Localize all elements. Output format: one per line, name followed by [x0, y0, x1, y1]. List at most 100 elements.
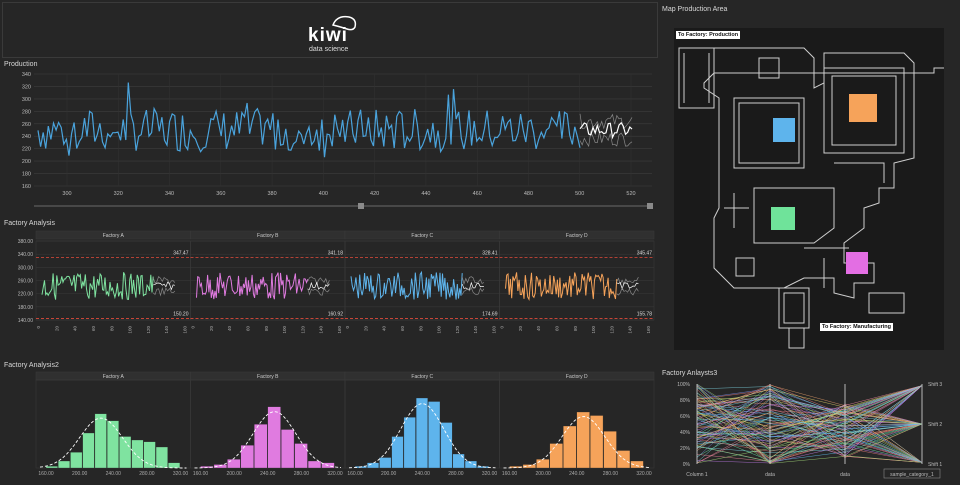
- fa-x-tick: 40: [73, 326, 78, 332]
- fa-x-tick: 100: [128, 326, 133, 334]
- fa2-density-curve: [39, 417, 187, 469]
- fa2-histogram-bar: [428, 401, 441, 469]
- production-y-tick: 320: [22, 84, 31, 90]
- pc-line: [696, 389, 923, 425]
- fa2-histogram-bar: [94, 413, 107, 469]
- production-x-tick: 520: [626, 191, 635, 197]
- fa-upper-label: 341.18: [328, 251, 344, 257]
- fa2-histogram-bar: [227, 459, 241, 469]
- map-lower-rooms: [778, 287, 905, 329]
- fa-x-tick: 140: [319, 326, 324, 334]
- production-y-tick: 180: [22, 172, 31, 178]
- production-y-tick: 340: [22, 72, 31, 78]
- fa-x-tick: 120: [146, 326, 151, 334]
- fa-forecast-line: [616, 286, 639, 296]
- factory-analysis-title: Factory Analysis: [4, 220, 55, 227]
- fa-x-tick: 0: [36, 326, 41, 329]
- range-slider-handle-left: [358, 203, 364, 209]
- fa2-histogram-bar: [452, 453, 465, 469]
- pc-line: [696, 385, 923, 449]
- pc-line: [696, 395, 923, 428]
- fa2-x-tick: 320.00: [327, 471, 343, 477]
- fa-x-tick: 80: [418, 326, 423, 332]
- fa-x-tick: 60: [554, 326, 559, 332]
- fa-x-tick: 80: [573, 326, 578, 332]
- fa-x-tick: 60: [91, 326, 96, 332]
- fa2-histogram-bar: [254, 424, 268, 469]
- pc-line: [696, 383, 923, 431]
- pc-axis-label: Column 1: [686, 472, 708, 478]
- fa-y-tick: 260.00: [18, 279, 34, 285]
- kiwi-bird-icon: [331, 15, 357, 31]
- parallel-coordinates-chart[interactable]: 100% 80% 60% 40% 20% 0% Shift 3 Shift 2 Shift 1 C…: [660, 378, 958, 483]
- fa-lower-label: 174.69: [482, 311, 498, 317]
- pc-axis-label: sample_category_1: [890, 472, 934, 478]
- fa-y-tick: 180.00: [18, 305, 34, 311]
- fa-facet-name: Factory D: [566, 233, 588, 239]
- fa2-x-tick: 200.00: [226, 471, 242, 477]
- fa-x-tick: 140: [164, 326, 169, 334]
- pc-line: [696, 410, 923, 464]
- pc-line: [696, 412, 923, 463]
- pc-line: [696, 400, 923, 463]
- pc-line: [696, 385, 923, 426]
- map-label-production[interactable]: To Factory: Production: [676, 31, 741, 39]
- fa2-histogram-bar: [415, 397, 428, 469]
- production-y-tick: 160: [22, 184, 31, 190]
- fa2-x-tick: 240.00: [569, 471, 585, 477]
- fa-x-tick: 120: [455, 326, 460, 334]
- fa2-x-tick: 280.00: [603, 471, 619, 477]
- pc-line: [696, 385, 923, 424]
- fa2-histogram-bar: [82, 432, 95, 469]
- fa-forecast-line: [307, 281, 330, 291]
- fa-x-tick: 160: [492, 326, 497, 334]
- fa-forecast-line: [152, 287, 176, 297]
- fa2-histogram-bar: [267, 406, 281, 469]
- pc-line: [696, 404, 923, 463]
- fa-y-tick: 140.00: [18, 318, 34, 324]
- map-outer-wall: [703, 47, 944, 299]
- pc-axis-label: data: [765, 472, 775, 478]
- fa-x-tick: 160: [183, 326, 188, 334]
- map-zone-green: [771, 207, 795, 230]
- fa2-density-curve: [348, 403, 496, 469]
- pc-line: [696, 385, 923, 450]
- production-chart[interactable]: 340 320 300 280 260 240 220 200 180 160 300 320 340 3…: [0, 68, 660, 214]
- pc-line: [696, 395, 923, 436]
- fa2-x-tick: 280.00: [448, 471, 464, 477]
- fa-forecast-line: [461, 276, 485, 286]
- factory-analysis-chart[interactable]: 380.00 340.00 300.00 260.00 220.00 180.00 140.…: [0, 229, 660, 345]
- fa-y-tick: 220.00: [18, 292, 34, 298]
- production-x-tick: 500: [575, 191, 584, 197]
- map-label-manufacturing[interactable]: To Factory: Manufacturing: [820, 323, 893, 331]
- fa2-histogram-bar: [307, 460, 322, 469]
- fa2-x-tick: 240.00: [106, 471, 122, 477]
- production-x-tick: 460: [473, 191, 482, 197]
- fa2-histogram-bar: [240, 445, 254, 469]
- pc-line: [696, 385, 923, 464]
- fa2-x-tick: 240.00: [415, 471, 431, 477]
- map-zone-blue: [773, 118, 795, 142]
- fa2-histogram-bar: [45, 466, 58, 469]
- fa2-facet-name: Factory A: [103, 374, 125, 380]
- pc-line: [696, 420, 923, 446]
- logo-tagline: data science: [309, 46, 349, 53]
- fa2-x-tick: 320.00: [173, 471, 189, 477]
- pc-y-tick: 40%: [680, 430, 691, 436]
- production-y-tick: 240: [22, 134, 31, 140]
- factory-analysis2-chart[interactable]: Factory A 160.00 200.00 240.00 280.00 320.00 F…: [0, 370, 660, 483]
- pc-line: [696, 428, 923, 463]
- fa2-histogram-bar: [131, 439, 144, 469]
- pc-line: [696, 385, 923, 443]
- fa-x-tick: 20: [363, 326, 368, 332]
- pc-right-tick: Shift 3: [928, 382, 942, 388]
- fa2-histogram-bar: [70, 452, 83, 469]
- fa-x-tick: 160: [646, 326, 651, 334]
- fa-forecast-line: [307, 286, 330, 296]
- production-map[interactable]: [674, 28, 944, 350]
- pc-axis-selector: [883, 468, 941, 479]
- fa-x-tick: 100: [591, 326, 596, 334]
- fa2-density-curve: [194, 411, 342, 469]
- fa-forecast-line: [152, 276, 176, 285]
- pc-line: [696, 385, 923, 462]
